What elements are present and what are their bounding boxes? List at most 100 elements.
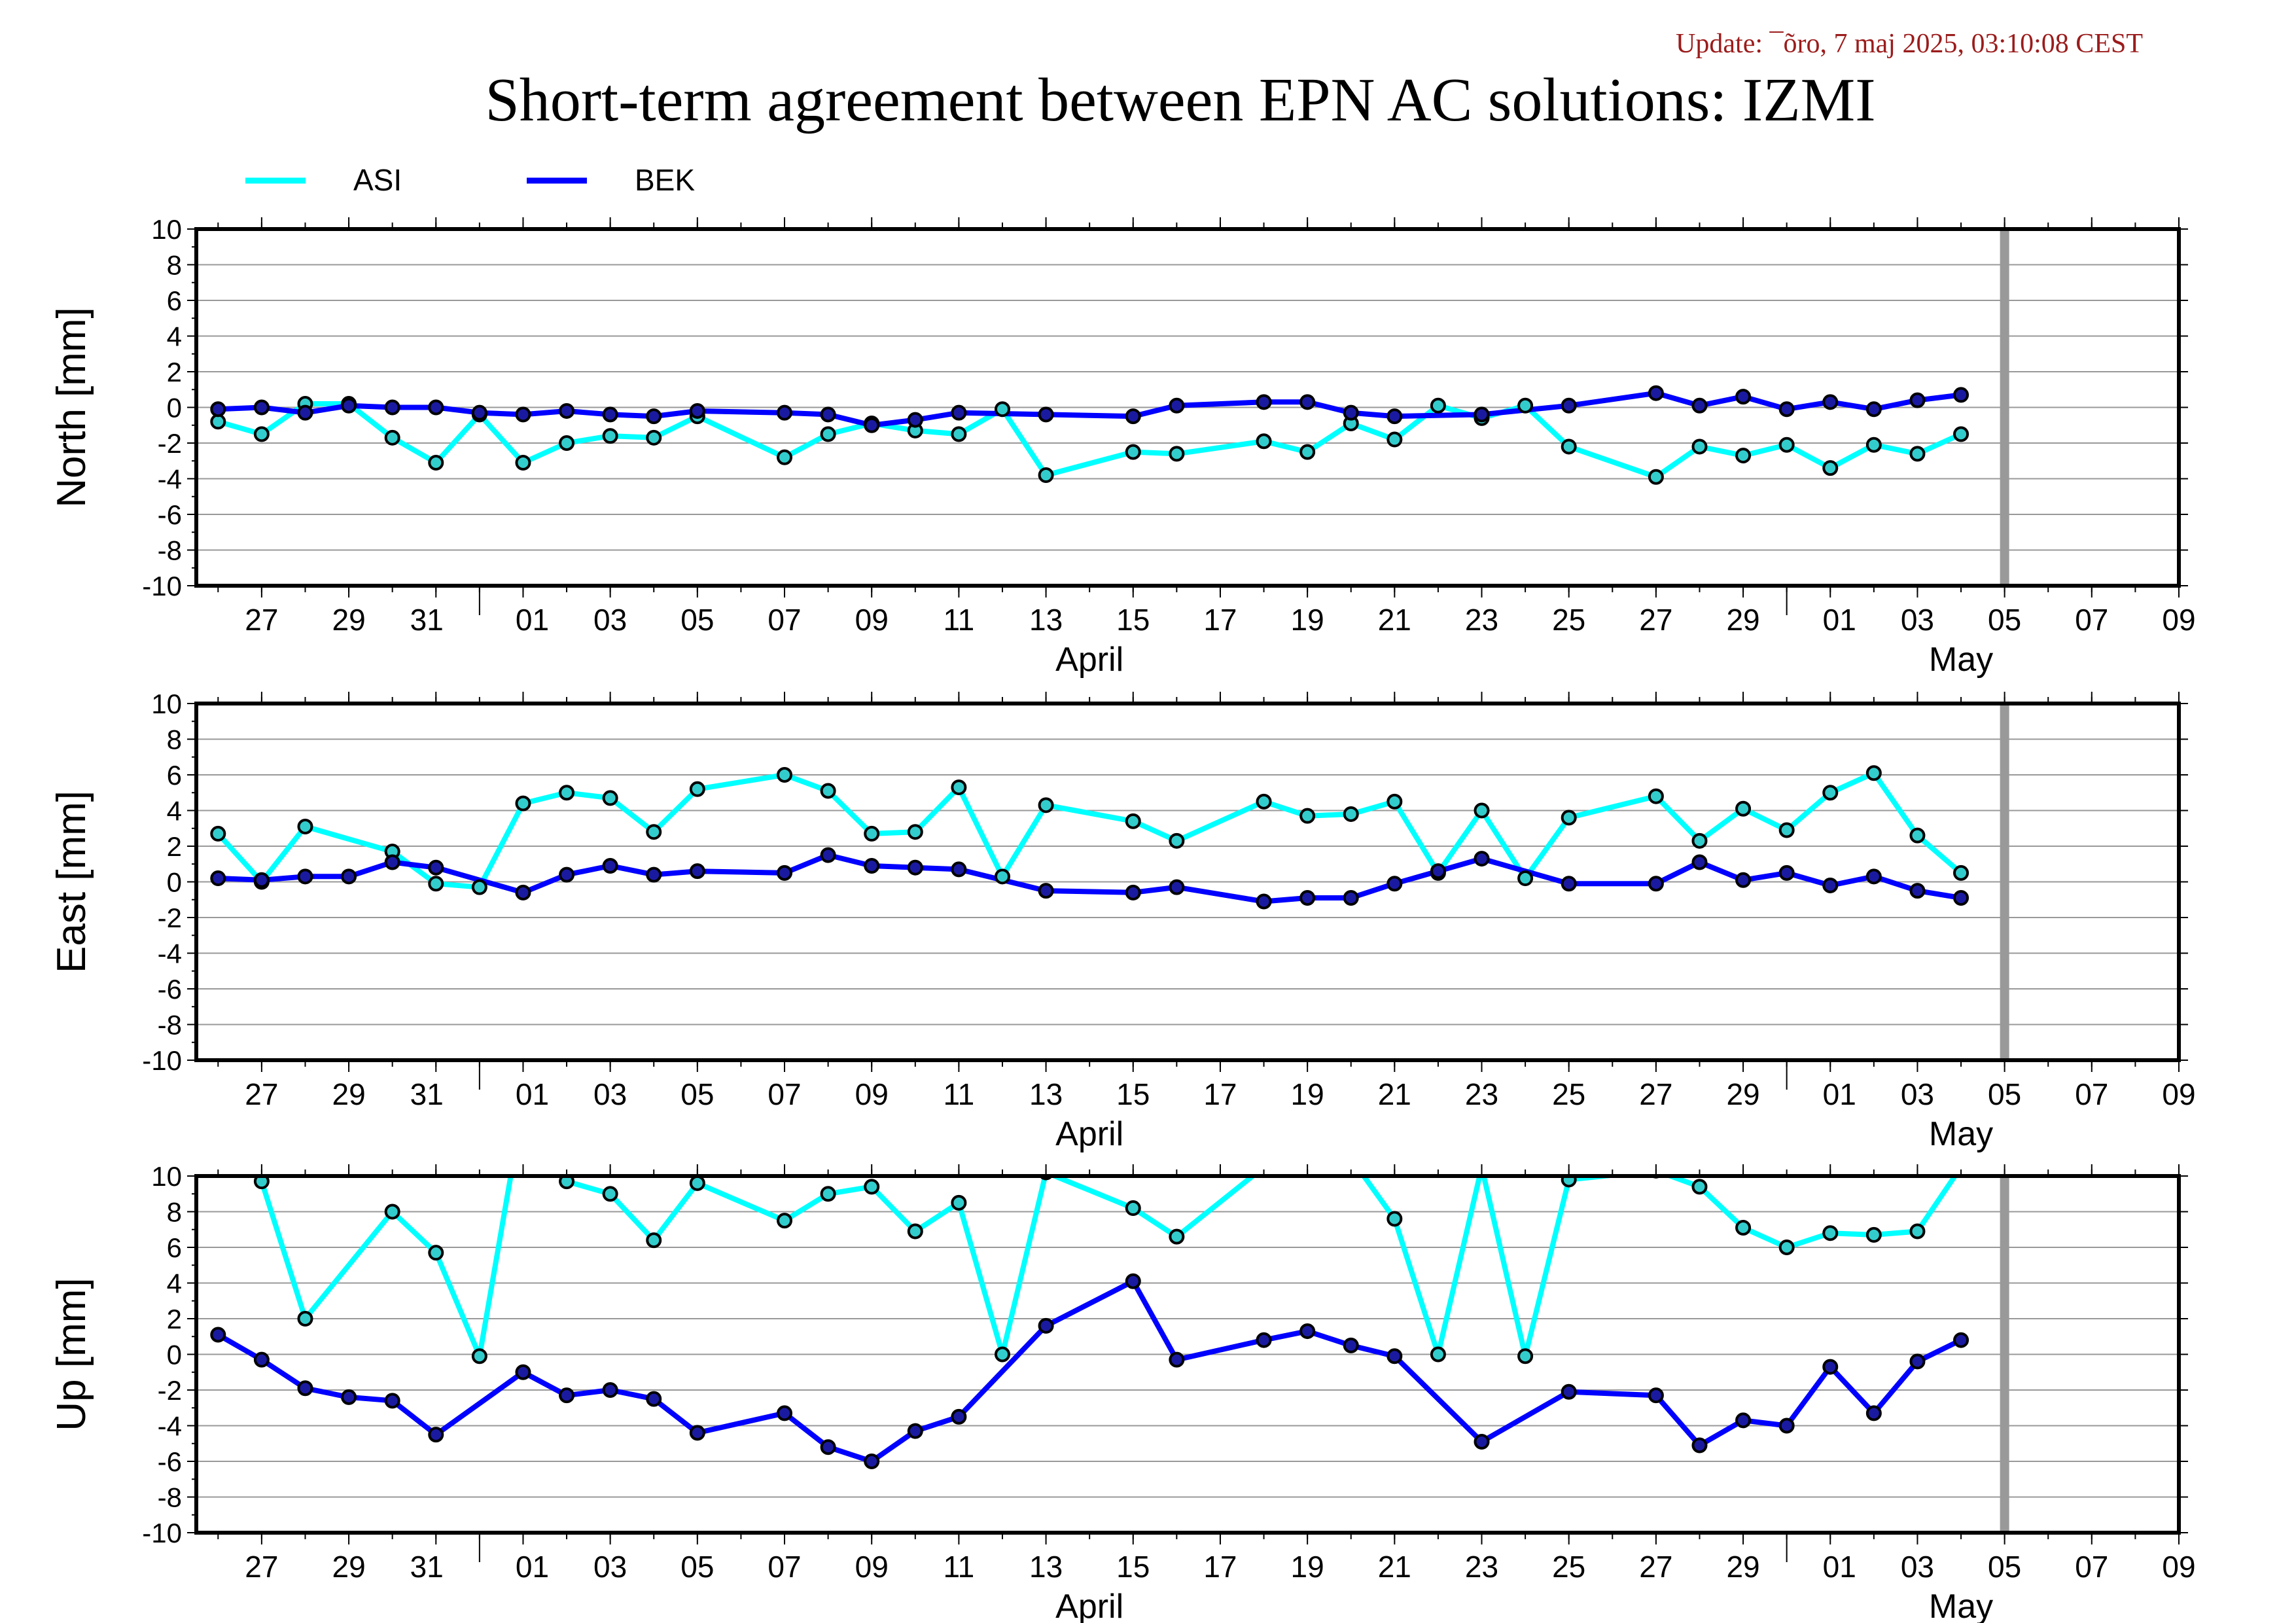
data-point-bek bbox=[253, 399, 270, 416]
data-point-asi bbox=[1125, 1200, 1141, 1217]
x-tick-label: 31 bbox=[410, 1077, 444, 1111]
y-tick-label: -8 bbox=[158, 1010, 182, 1041]
data-point-asi bbox=[1561, 438, 1577, 455]
data-point-bek bbox=[1125, 1273, 1141, 1289]
data-point-bek bbox=[384, 854, 400, 870]
x-tick-label: 25 bbox=[1552, 603, 1585, 637]
data-point-bek bbox=[1169, 879, 1185, 895]
data-point-asi bbox=[1953, 865, 1969, 881]
y-tick-label: 10 bbox=[151, 1161, 182, 1192]
data-point-bek bbox=[210, 1327, 226, 1343]
x-tick-label: 09 bbox=[855, 1550, 889, 1584]
x-tick-label: 09 bbox=[2162, 1550, 2195, 1584]
panel-up: 10 8 6 4 2 0 -2 -4 -6 -8 -10 27 29 31 01 03 05 07 09 11 13 15… bbox=[49, 1080, 2196, 1623]
data-point-asi bbox=[1735, 1220, 1752, 1236]
x-tick-label: 05 bbox=[680, 1077, 714, 1111]
data-point-bek bbox=[1648, 876, 1664, 892]
x-tick-label: 07 bbox=[2075, 603, 2108, 637]
x-tick-label: 11 bbox=[944, 1550, 975, 1584]
x-tick-label: 07 bbox=[768, 1077, 801, 1111]
data-point-bek bbox=[341, 397, 357, 414]
data-point-bek bbox=[689, 863, 705, 880]
x-tick-label: 03 bbox=[1901, 603, 1934, 637]
x-tick-label: 19 bbox=[1291, 1077, 1324, 1111]
series-group bbox=[210, 1080, 1969, 1469]
data-point-asi bbox=[1735, 800, 1752, 817]
data-point-asi bbox=[689, 1176, 705, 1191]
data-point-bek bbox=[428, 859, 444, 876]
y-tick-label: -4 bbox=[158, 938, 182, 969]
x-tick-label: 03 bbox=[593, 1077, 627, 1111]
data-point-asi bbox=[907, 824, 923, 840]
x-tick-label: 03 bbox=[593, 603, 627, 637]
data-point-bek bbox=[1865, 1405, 1882, 1421]
series-line-bek bbox=[217, 1278, 1962, 1464]
data-point-asi bbox=[1169, 446, 1185, 462]
data-point-asi bbox=[689, 781, 705, 797]
data-point-bek bbox=[297, 868, 313, 885]
data-point-asi bbox=[471, 879, 487, 895]
data-point-bek bbox=[428, 399, 444, 416]
data-point-asi bbox=[211, 1080, 224, 1094]
data-point-asi bbox=[1299, 444, 1316, 460]
data-point-bek bbox=[1909, 392, 1926, 408]
data-point-bek bbox=[559, 402, 575, 419]
data-point-asi bbox=[951, 779, 967, 796]
x-month-label: April bbox=[1055, 641, 1123, 679]
x-tick-label: 11 bbox=[944, 1077, 975, 1111]
data-point-bek bbox=[1953, 387, 1969, 403]
data-point-bek bbox=[777, 865, 793, 881]
x-tick-label: 09 bbox=[2162, 603, 2195, 637]
data-point-asi bbox=[820, 783, 836, 799]
data-point-asi bbox=[1256, 793, 1272, 810]
x-tick-label: 03 bbox=[1901, 1077, 1934, 1111]
series-line-asi bbox=[256, 1176, 1958, 1359]
data-point-bek bbox=[777, 1405, 793, 1421]
data-point-bek bbox=[1474, 406, 1490, 423]
data-point-bek bbox=[1865, 401, 1882, 418]
x-month-label: May bbox=[1929, 1588, 1993, 1623]
data-point-bek bbox=[210, 401, 226, 418]
x-tick-label: 31 bbox=[410, 1550, 444, 1584]
x-month-label: May bbox=[1929, 641, 1993, 679]
series-line-asi bbox=[216, 770, 1963, 890]
x-tick-label: 17 bbox=[1203, 1077, 1237, 1111]
legend-label-asi: ASI bbox=[353, 163, 402, 197]
data-point-bek bbox=[1299, 890, 1316, 906]
x-month-label: April bbox=[1055, 1115, 1123, 1153]
y-tick-label: 0 bbox=[167, 393, 182, 423]
data-point-bek bbox=[297, 404, 313, 421]
data-point-asi bbox=[253, 1176, 270, 1190]
data-point-asi bbox=[1345, 1152, 1358, 1165]
y-tick-label: 8 bbox=[167, 724, 182, 755]
data-point-asi bbox=[820, 426, 836, 442]
data-point-asi bbox=[864, 1179, 880, 1195]
x-tick-label: 01 bbox=[516, 1550, 549, 1584]
data-point-asi bbox=[384, 429, 400, 446]
data-point-bek bbox=[602, 1382, 618, 1398]
data-point-bek bbox=[1299, 394, 1316, 410]
x-tick-label: 01 bbox=[1823, 1550, 1856, 1584]
y-axis-label: East [mm] bbox=[49, 791, 94, 973]
x-tick-label: 27 bbox=[245, 603, 278, 637]
data-point-bek bbox=[820, 406, 836, 423]
x-tick-label: 23 bbox=[1465, 1550, 1498, 1584]
data-point-bek bbox=[1561, 1383, 1577, 1400]
x-tick-label: 01 bbox=[1823, 1077, 1856, 1111]
x-tick-label: 15 bbox=[1116, 1550, 1150, 1584]
data-point-bek bbox=[1299, 1323, 1316, 1340]
data-point-asi bbox=[1691, 832, 1708, 849]
x-tick-label: 23 bbox=[1465, 1077, 1498, 1111]
data-point-bek bbox=[864, 1454, 880, 1469]
data-point-asi bbox=[1125, 813, 1141, 829]
y-tick-label: -2 bbox=[158, 428, 182, 459]
data-point-asi bbox=[471, 1348, 487, 1364]
data-point-bek bbox=[1691, 1437, 1708, 1454]
data-point-bek bbox=[1691, 854, 1708, 870]
data-point-asi bbox=[907, 1223, 923, 1240]
data-point-bek bbox=[864, 417, 880, 433]
data-point-asi bbox=[1822, 785, 1839, 801]
data-point-bek bbox=[253, 872, 270, 888]
data-point-bek bbox=[1778, 401, 1795, 418]
